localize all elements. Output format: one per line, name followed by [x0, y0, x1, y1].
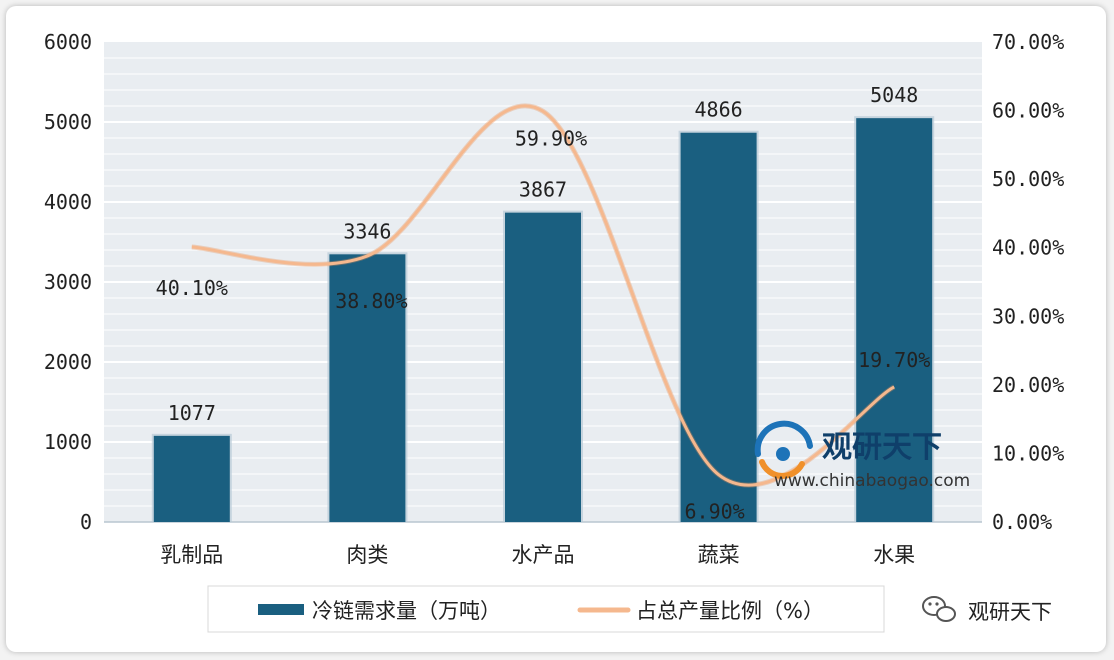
legend-box: [207, 585, 885, 633]
left-tick-label: 4000: [44, 190, 92, 214]
right-tick-label: 0.00%: [992, 510, 1052, 534]
bar: [680, 132, 757, 522]
line-series: [191, 103, 896, 488]
left-tick-label: 1000: [44, 430, 92, 454]
bar-value-label: 4866: [695, 98, 743, 122]
bar: [856, 118, 933, 522]
bar-series: [151, 116, 935, 522]
right-tick-label: 30.00%: [992, 304, 1064, 328]
bar-value-label: 5048: [870, 83, 918, 107]
left-tick-label: 0: [80, 510, 92, 534]
right-tick-label: 60.00%: [992, 99, 1064, 123]
left-tick-label: 2000: [44, 350, 92, 374]
bar-data-labels: 1077 3346 3867 4866 5048: [168, 83, 919, 425]
right-tick-label: 50.00%: [992, 167, 1064, 191]
watermark: 观研天下 www.chinabaogao.com: [754, 420, 970, 491]
category-label: 水产品: [512, 543, 575, 567]
category-label: 肉类: [346, 543, 388, 567]
bar: [505, 212, 581, 522]
wechat-icon: [922, 596, 956, 622]
category-label: 乳制品: [160, 543, 223, 567]
line-value-label: 59.90%: [515, 126, 587, 150]
legend-line-label: 占总产量比例（%）: [636, 599, 824, 623]
line-series-path: [191, 104, 895, 487]
footer-brand: 观研天下: [922, 596, 1052, 624]
watermark-brand: 观研天下: [822, 430, 942, 465]
right-axis-ticks: 0.00% 10.00% 20.00% 30.00% 40.00% 50.00% 60.00…: [992, 30, 1064, 534]
line-value-label: 40.10%: [156, 276, 228, 300]
right-tick-label: 70.00%: [992, 30, 1064, 54]
bar-value-label: 1077: [168, 401, 216, 425]
bar: [329, 254, 406, 522]
line-value-label: 38.80%: [335, 289, 407, 313]
left-tick-label: 5000: [44, 110, 92, 134]
right-tick-label: 40.00%: [992, 236, 1064, 260]
category-labels: 乳制品 肉类 水产品 蔬菜 水果: [160, 543, 915, 567]
footer-brand-text: 观研天下: [968, 600, 1052, 624]
bar: [153, 435, 230, 522]
legend-bar-label: 冷链需求量（万吨）: [312, 599, 501, 623]
watermark-logo-icon: [754, 420, 813, 479]
left-tick-label: 6000: [44, 30, 92, 54]
category-label: 蔬菜: [698, 543, 740, 567]
line-value-label: 6.90%: [684, 500, 744, 524]
bar-value-label: 3346: [343, 219, 391, 243]
legend-bar-swatch: [258, 604, 304, 615]
line-value-label: 19.70%: [858, 348, 930, 372]
right-tick-label: 10.00%: [992, 441, 1064, 465]
watermark-url: www.chinabaogao.com: [774, 471, 970, 491]
left-tick-label: 3000: [44, 270, 92, 294]
bar-value-label: 3867: [519, 178, 567, 202]
left-axis-ticks: 0 1000 2000 3000 4000 5000 6000: [44, 30, 92, 534]
line-data-labels: 40.10% 38.80% 59.90% 6.90% 19.70%: [156, 126, 931, 523]
legend: 冷链需求量（万吨） 占总产量比例（%）: [207, 585, 885, 633]
right-tick-label: 20.00%: [992, 373, 1064, 397]
category-label: 水果: [873, 543, 915, 567]
